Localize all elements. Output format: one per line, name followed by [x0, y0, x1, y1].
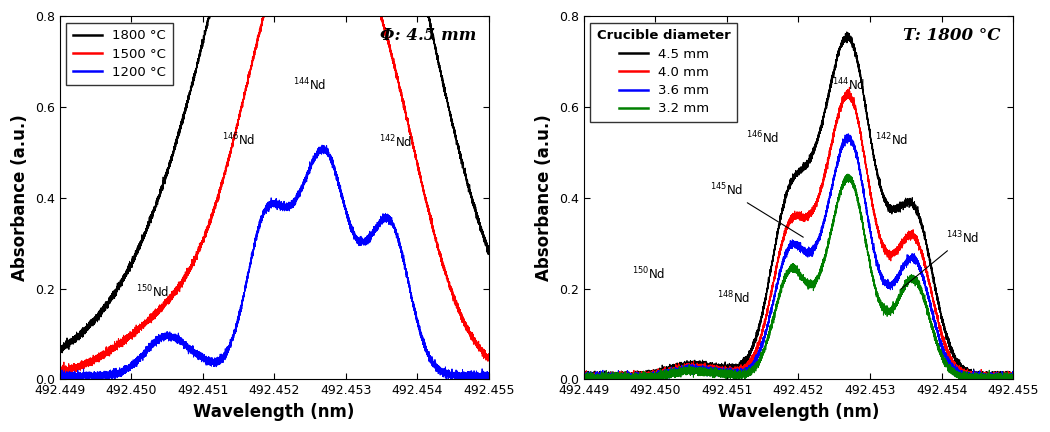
3.6 mm [642, 376, 654, 381]
X-axis label: Wavelength (nm): Wavelength (nm) [718, 403, 879, 421]
3.6 mm [803, 252, 816, 257]
1200 °C [314, 149, 327, 155]
4.5 mm [1007, 373, 1020, 378]
1200 °C [483, 375, 496, 380]
3.6 mm [689, 368, 701, 373]
1500 °C [483, 352, 496, 357]
1500 °C [117, 338, 129, 343]
Text: T: 1800 °C: T: 1800 °C [903, 27, 1001, 44]
1200 °C [57, 377, 69, 382]
Text: $^{144}$Nd: $^{144}$Nd [293, 77, 327, 93]
Line: 1200 °C: 1200 °C [60, 145, 489, 379]
4.5 mm [642, 374, 654, 379]
4.0 mm [839, 92, 852, 98]
3.2 mm [578, 377, 590, 382]
3.6 mm [842, 131, 855, 137]
Line: 1800 °C: 1800 °C [60, 0, 489, 353]
X-axis label: Wavelength (nm): Wavelength (nm) [193, 403, 355, 421]
Legend: 1800 °C, 1500 °C, 1200 °C: 1800 °C, 1500 °C, 1200 °C [66, 23, 173, 86]
4.0 mm [1007, 375, 1020, 380]
3.2 mm [842, 172, 855, 177]
1200 °C [316, 143, 329, 148]
4.0 mm [578, 373, 590, 378]
4.5 mm [840, 29, 853, 35]
3.2 mm [797, 276, 810, 281]
1500 °C [76, 362, 88, 368]
Text: $^{148}$Nd: $^{148}$Nd [717, 290, 751, 307]
Text: Φ: 4.5 mm: Φ: 4.5 mm [380, 27, 476, 44]
Text: $^{144}$Nd: $^{144}$Nd [832, 77, 865, 93]
Line: 1500 °C: 1500 °C [60, 0, 489, 376]
Text: $^{146}$Nd: $^{146}$Nd [222, 131, 255, 148]
Y-axis label: Absorbance (a.u.): Absorbance (a.u.) [536, 114, 553, 281]
4.0 mm [579, 377, 591, 382]
1200 °C [117, 370, 129, 375]
Text: $^{142}$Nd: $^{142}$Nd [379, 133, 413, 150]
3.6 mm [797, 248, 810, 254]
4.5 mm [578, 371, 590, 376]
1200 °C [76, 375, 88, 381]
3.6 mm [578, 377, 590, 382]
3.2 mm [1007, 374, 1020, 379]
1800 °C [483, 251, 496, 256]
Text: $^{150}$Nd: $^{150}$Nd [631, 265, 665, 282]
4.0 mm [797, 215, 810, 220]
Line: 3.2 mm: 3.2 mm [584, 174, 1013, 379]
3.6 mm [578, 373, 590, 378]
4.5 mm [803, 157, 816, 162]
3.2 mm [601, 375, 613, 380]
1500 °C [59, 373, 71, 378]
1500 °C [54, 372, 66, 377]
1200 °C [54, 375, 66, 380]
1200 °C [164, 334, 176, 340]
Text: $^{150}$Nd: $^{150}$Nd [135, 283, 169, 300]
4.0 mm [642, 374, 654, 379]
4.5 mm [601, 373, 613, 378]
3.2 mm [803, 283, 816, 288]
3.2 mm [578, 377, 590, 382]
1500 °C [164, 295, 176, 301]
4.0 mm [803, 212, 816, 217]
3.6 mm [601, 377, 613, 382]
3.2 mm [839, 181, 852, 187]
Text: $^{143}$Nd: $^{143}$Nd [901, 230, 980, 289]
4.0 mm [601, 373, 613, 378]
1800 °C [76, 330, 88, 336]
3.6 mm [1007, 372, 1020, 377]
1800 °C [54, 346, 66, 352]
Line: 3.6 mm: 3.6 mm [584, 134, 1013, 379]
1800 °C [54, 350, 66, 356]
4.5 mm [839, 37, 852, 42]
4.0 mm [843, 85, 856, 90]
4.0 mm [689, 364, 701, 369]
Line: 4.0 mm: 4.0 mm [584, 87, 1013, 379]
3.2 mm [689, 367, 701, 372]
Text: $^{146}$Nd: $^{146}$Nd [747, 130, 779, 146]
1200 °C [279, 203, 292, 208]
Text: $^{145}$Nd: $^{145}$Nd [710, 182, 803, 237]
3.2 mm [642, 375, 654, 381]
4.5 mm [689, 365, 701, 370]
4.5 mm [581, 377, 593, 382]
Legend: 4.5 mm, 4.0 mm, 3.6 mm, 3.2 mm: 4.5 mm, 4.0 mm, 3.6 mm, 3.2 mm [590, 23, 737, 122]
3.6 mm [839, 136, 852, 141]
1800 °C [117, 276, 129, 282]
1800 °C [164, 158, 176, 163]
Line: 4.5 mm: 4.5 mm [584, 32, 1013, 379]
1200 °C [273, 203, 286, 208]
Text: $^{142}$Nd: $^{142}$Nd [875, 131, 908, 148]
Y-axis label: Absorbance (a.u.): Absorbance (a.u.) [12, 114, 29, 281]
4.5 mm [797, 163, 810, 168]
